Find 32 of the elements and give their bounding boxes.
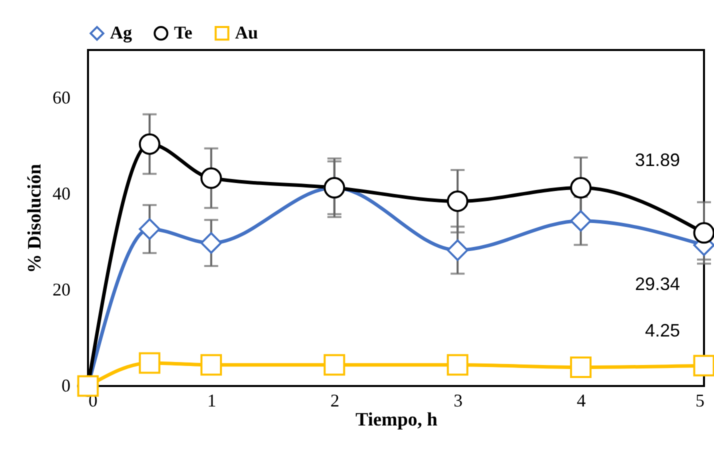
y-tick-label: 0 (62, 376, 70, 396)
point (138, 218, 160, 240)
x-tick-label: 3 (454, 390, 463, 410)
data-label: 4.25 (644, 320, 680, 341)
point (200, 232, 222, 254)
point (570, 356, 592, 378)
point (570, 177, 592, 198)
legend-label: Te (174, 22, 192, 42)
point (446, 190, 468, 212)
point (446, 239, 468, 261)
y-tick-label: 60 (52, 88, 70, 108)
data-label: 31.89 (634, 150, 680, 170)
y-tick-label: 40 (52, 184, 70, 204)
point (200, 354, 222, 376)
x-tick-label: 5 (696, 390, 704, 410)
point (138, 133, 160, 155)
x-tick-label: 4 (576, 390, 586, 410)
y-tick-label: 20 (52, 280, 70, 300)
x-tick-label: 1 (207, 390, 216, 410)
data-label: 29.34 (634, 274, 680, 294)
y-axis-title: % Disolución (24, 163, 46, 274)
point (446, 354, 468, 376)
x-axis-title: Tiempo, h (355, 410, 438, 430)
point (693, 222, 714, 244)
point (570, 210, 592, 232)
x-tick-label: 2 (330, 390, 340, 410)
legend-label: Au (235, 22, 258, 42)
point (200, 167, 222, 189)
point (324, 354, 346, 376)
legend-label: Ag (110, 22, 132, 42)
point (138, 352, 160, 374)
point (693, 354, 714, 376)
